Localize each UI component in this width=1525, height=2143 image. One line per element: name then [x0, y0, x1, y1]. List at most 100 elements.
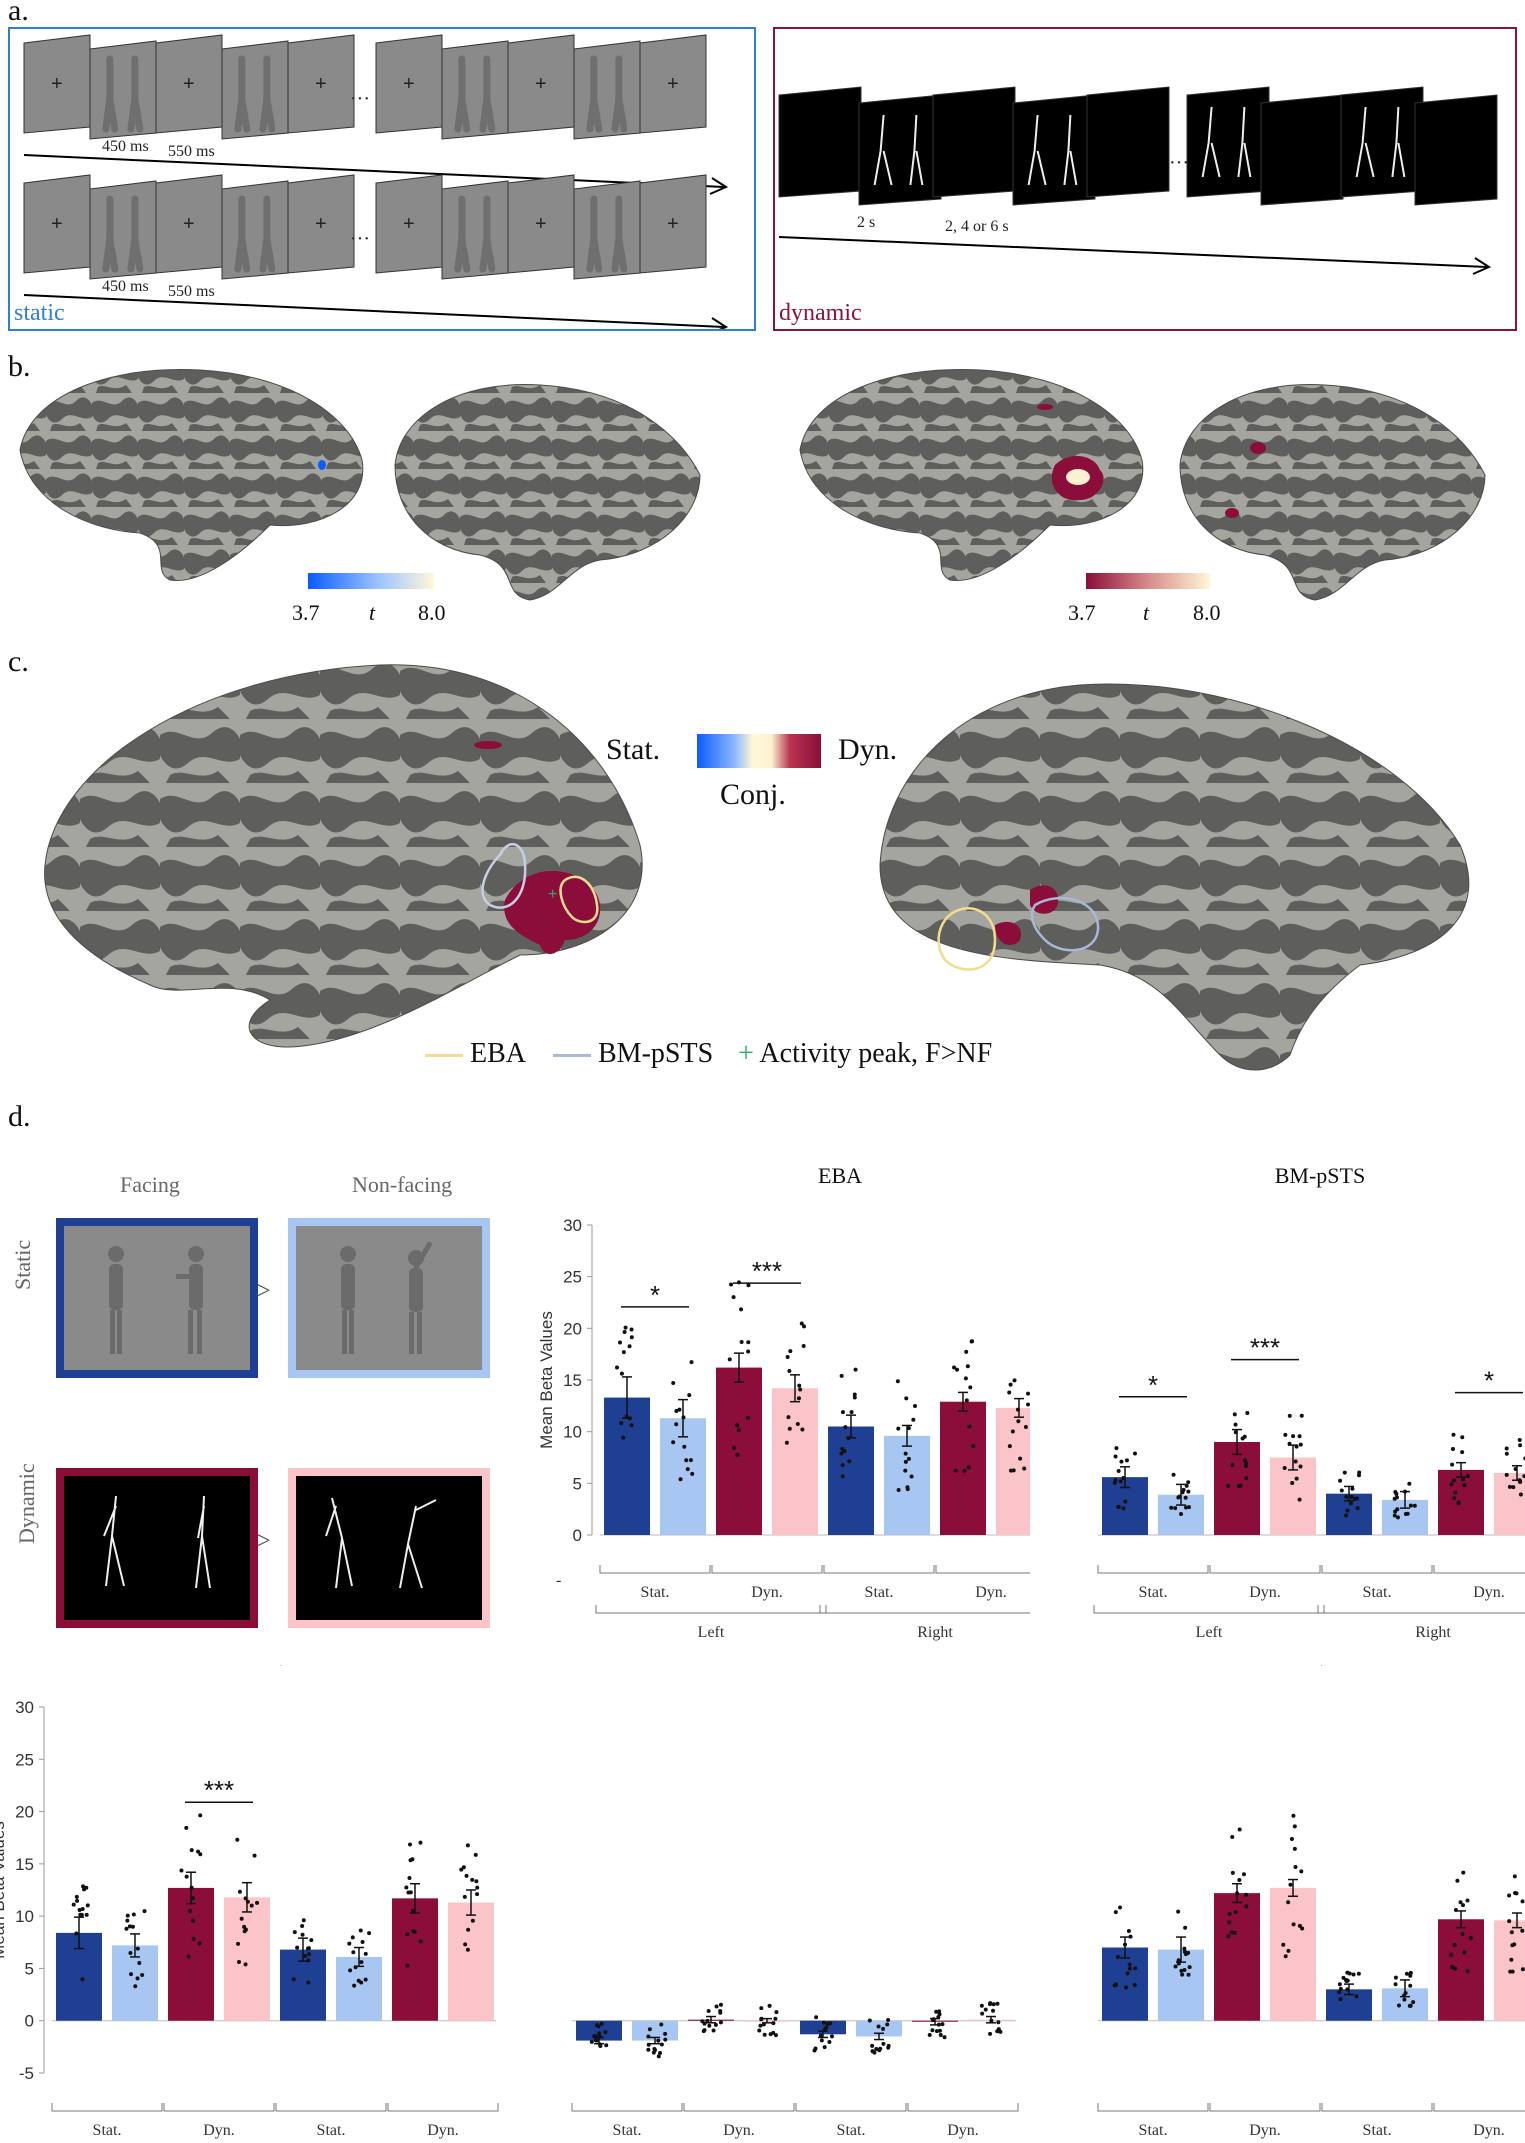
c0-subject-dot-1-12 [690, 1471, 695, 1476]
c0-group-label-3: Dyn. [975, 1584, 1007, 1601]
eba-outline-left [559, 875, 599, 924]
c2-subject-dot-6-13 [411, 1908, 416, 1913]
c4-subject-dot-5-13 [1393, 1975, 1398, 1980]
c2-subject-dot-1-10 [131, 1912, 136, 1917]
c0-hemi-bracket-1 [819, 1605, 1030, 1614]
c4-subject-dot-7-8 [1509, 1930, 1514, 1935]
c1-subject-dot-2-8 [1232, 1412, 1237, 1417]
c3-subject-dot-5-12 [885, 2022, 890, 2027]
c3-subject-dot-6-0 [938, 2033, 943, 2038]
c0-subject-dot-3-6 [786, 1415, 791, 1420]
c4-subject-dot-6-1 [1461, 1903, 1466, 1908]
design-dynamic-facing [56, 1468, 258, 1628]
static-frame-1-3-figures [234, 195, 276, 273]
c4-subject-dot-2-2 [1237, 1878, 1242, 1883]
design-col-facing: Facing [120, 1172, 180, 1197]
c2-subject-dot-1-12 [129, 1972, 134, 1977]
c2-subject-dot-3-10 [243, 1896, 248, 1901]
c4-subject-dot-1-12 [1182, 1968, 1187, 1973]
static-label: static [14, 300, 65, 326]
c3-bar-4 [800, 2020, 846, 2035]
c0-subject-dot-2-10 [731, 1295, 736, 1300]
c4-subject-dot-2-13 [1244, 1892, 1249, 1897]
bmpsts-legend-swatch [553, 1054, 591, 1058]
c3-subject-dot-1-8 [656, 2038, 661, 2043]
c0-subject-dot-1-8 [688, 1458, 693, 1463]
c3-subject-dot-0-7 [597, 2042, 602, 2047]
c2-subject-dot-5-8 [358, 1928, 363, 1933]
c0-subject-dot-6-5 [962, 1468, 967, 1473]
brain-right-hemisphere-dynamic [1179, 384, 1486, 601]
c0-subject-dot-4-0 [843, 1425, 848, 1430]
c4-subject-dot-3-6 [1299, 1869, 1304, 1874]
c4-subject-dot-1-6 [1176, 1909, 1181, 1914]
c2-subject-dot-0-6 [74, 1894, 79, 1899]
dynamic-colorbar [1086, 573, 1210, 589]
c0-bar-3 [772, 1388, 818, 1535]
c1-subject-dot-6-10 [1462, 1483, 1467, 1488]
c0-subject-dot-4-11 [847, 1459, 852, 1464]
c0-subject-dot-7-1 [1007, 1390, 1012, 1395]
c4-subject-dot-5-9 [1402, 1997, 1407, 2002]
c0-subject-dot-1-9 [684, 1458, 689, 1463]
c0-subject-dot-1-10 [677, 1407, 682, 1412]
c0-subject-dot-7-0 [1016, 1419, 1021, 1424]
dynamic-sequence: ··· 2 s 2, 4 or 6 s [778, 86, 1498, 275]
c4-subject-dot-4-1 [1345, 1987, 1350, 1992]
c1-subject-dot-7-12 [1504, 1472, 1509, 1477]
dynamic-colorbar-min: 3.7 [1068, 600, 1096, 625]
c0-ytick-label-3: 15 [563, 1371, 582, 1390]
c3-subject-dot-4-0 [821, 2020, 826, 2025]
c3-subject-dot-4-7 [827, 2040, 832, 2045]
c4-group-label-1: Dyn. [1249, 2122, 1281, 2139]
c0-subject-dot-3-0 [796, 1396, 801, 1401]
c4-subject-dot-2-4 [1230, 1835, 1235, 1840]
c1-hemi-label-0: Left [1196, 1624, 1223, 1641]
c2-subject-dot-6-11 [405, 1963, 410, 1968]
c3-subject-dot-5-8 [870, 2043, 875, 2048]
c3-subject-dot-1-10 [663, 2037, 668, 2042]
c1-subject-dot-4-2 [1338, 1478, 1343, 1483]
static-frame-0-9-figures [586, 55, 628, 133]
c4-bar-0 [1102, 1947, 1148, 2021]
c3-subject-dot-3-12 [761, 2022, 766, 2027]
c1-subject-dot-4-0 [1350, 1486, 1355, 1491]
timeline-arrow-1 [23, 294, 725, 328]
c4-group-label-0: Stat. [1139, 2122, 1168, 2139]
c2-subject-dot-7-11 [462, 1894, 467, 1899]
c1-subject-dot-2-12 [1240, 1436, 1245, 1441]
c0-subject-dot-6-10 [953, 1468, 958, 1473]
c3-subject-dot-7-11 [983, 2007, 988, 2012]
c2-subject-dot-5-9 [352, 1983, 357, 1988]
c1-bar-6 [1438, 1469, 1484, 1535]
static-colorbar [308, 573, 434, 589]
c4-subject-dot-4-0 [1356, 1971, 1361, 1976]
c1-subject-dot-0-3 [1114, 1446, 1119, 1451]
c4-subject-dot-4-13 [1338, 1997, 1343, 2002]
static-sequence: + + + ··· + + +450 ms 550 ms + + + ··· + + +450 ms 550 … [23, 34, 729, 329]
c0-group-label-1: Dyn. [751, 1584, 783, 1601]
c0-subject-dot-1-7 [674, 1409, 679, 1414]
c3-bar-0 [576, 2020, 622, 2041]
c1-subject-dot-0-8 [1118, 1479, 1123, 1484]
brain-right-hemisphere-c [879, 683, 1470, 1071]
static-frame-0-2: + [155, 34, 223, 134]
c4-subject-dot-2-6 [1235, 1891, 1240, 1896]
c3-subject-dot-3-6 [759, 2017, 764, 2022]
c4-subject-dot-5-8 [1408, 1983, 1413, 1988]
brain-left-hemisphere-static [19, 368, 364, 582]
c3-subject-dot-2-11 [711, 2028, 716, 2033]
static-frame-0-0-fixation: + [51, 73, 63, 95]
brain-right-hemisphere-static [394, 384, 701, 601]
c2-subject-dot-1-4 [125, 1918, 130, 1923]
dynamic-frame-2-panel [932, 86, 1016, 198]
c4-subject-dot-3-3 [1288, 1882, 1293, 1887]
c3-subject-dot-6-1 [940, 2022, 945, 2027]
static-isi-duration-1: 550 ms [168, 283, 215, 300]
c2-subject-dot-6-6 [418, 1840, 423, 1845]
panel-label-a: a. [8, 0, 29, 27]
c1-subject-dot-1-5 [1183, 1495, 1188, 1500]
c2-ytick-label-7: 30 [15, 1698, 34, 1717]
bmpsts-outline-left [481, 842, 527, 909]
c2-subject-dot-3-3 [239, 1916, 244, 1921]
